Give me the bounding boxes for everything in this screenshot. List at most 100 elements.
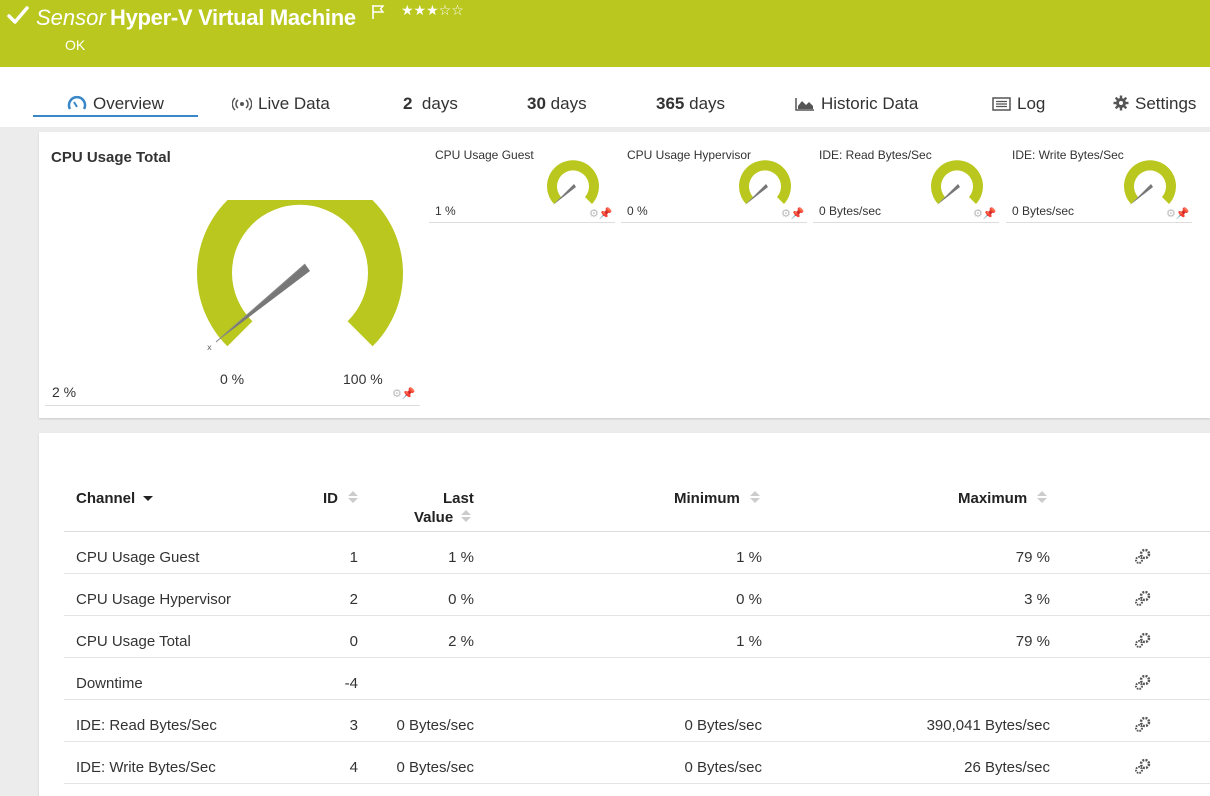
sensor-name[interactable]: Hyper-V Virtual Machine bbox=[110, 5, 356, 30]
gauge-title: IDE: Read Bytes/Sec bbox=[819, 148, 932, 162]
pin-icon[interactable]: 📌 bbox=[598, 208, 613, 220]
main-gauge-tools: ⚙📌 bbox=[392, 387, 416, 400]
table-row[interactable]: CPU Usage Total 0 2 % 1 % 79 % bbox=[64, 616, 1210, 658]
channel-maximum: 79 % bbox=[1015, 549, 1050, 566]
tab-log[interactable]: Log bbox=[992, 94, 1045, 118]
gear-icon bbox=[1113, 95, 1129, 111]
column-header-last-value-line1[interactable]: Last bbox=[443, 490, 474, 507]
sort-icon bbox=[461, 510, 472, 522]
channel-settings-gears-icon[interactable] bbox=[1134, 758, 1152, 776]
gear-icon[interactable]: ⚙ bbox=[392, 388, 402, 400]
small-gauge-dial bbox=[1124, 160, 1176, 205]
tab-2-days-number: 2 bbox=[403, 94, 413, 113]
tab-historic-data-label: Historic Data bbox=[821, 94, 919, 113]
broadcast-icon bbox=[232, 97, 252, 111]
column-header-channel-label: Channel bbox=[76, 490, 136, 507]
small-gauge-dial bbox=[739, 160, 791, 205]
column-header-last-value-label: Value bbox=[414, 509, 454, 526]
table-row[interactable]: Downtime -4 bbox=[64, 658, 1210, 700]
gear-icon[interactable]: ⚙ bbox=[973, 208, 983, 220]
channel-id: -4 bbox=[344, 675, 358, 692]
table-header-divider bbox=[64, 531, 1210, 532]
column-header-id[interactable]: ID bbox=[323, 490, 359, 507]
tab-365-days[interactable]: 365 days bbox=[656, 94, 725, 118]
gauge-cpu-usage-hypervisor[interactable]: CPU Usage Hypervisor 0 % ⚙📌 bbox=[621, 140, 807, 224]
pin-icon[interactable]: 📌 bbox=[1175, 208, 1190, 220]
channel-id: 0 bbox=[349, 633, 358, 650]
column-header-maximum[interactable]: Maximum bbox=[958, 490, 1048, 507]
tab-live-data[interactable]: Live Data bbox=[232, 94, 330, 118]
tab-live-data-label: Live Data bbox=[258, 94, 330, 113]
column-header-id-label: ID bbox=[323, 490, 338, 507]
channel-name[interactable]: CPU Usage Total bbox=[76, 633, 191, 650]
tab-log-label: Log bbox=[1017, 94, 1046, 113]
channel-settings-gears-icon[interactable] bbox=[1134, 548, 1152, 566]
channel-minimum: 0 Bytes/sec bbox=[684, 717, 762, 734]
column-header-minimum[interactable]: Minimum bbox=[674, 490, 761, 507]
small-gauge-dial bbox=[547, 160, 599, 205]
column-header-last-value[interactable]: Value bbox=[414, 509, 472, 526]
pin-icon[interactable]: 📌 bbox=[982, 208, 997, 220]
list-icon bbox=[992, 97, 1011, 111]
gauge-title: CPU Usage Hypervisor bbox=[627, 148, 752, 162]
channel-name[interactable]: CPU Usage Guest bbox=[76, 549, 200, 566]
tab-365-days-label: days bbox=[689, 94, 726, 113]
pin-icon[interactable]: 📌 bbox=[401, 388, 416, 400]
main-gauge[interactable]: x bbox=[180, 200, 420, 360]
channel-id: 2 bbox=[349, 591, 358, 608]
gauge-divider bbox=[621, 222, 807, 223]
tab-overview[interactable]: Overview bbox=[67, 94, 164, 118]
tab-historic-data[interactable]: Historic Data bbox=[795, 94, 918, 118]
area-chart-icon bbox=[795, 98, 814, 111]
channel-maximum: 26 Bytes/sec bbox=[964, 759, 1050, 776]
sort-desc-icon bbox=[143, 496, 154, 501]
channel-settings-gears-icon[interactable] bbox=[1134, 674, 1152, 692]
gear-icon[interactable]: ⚙ bbox=[589, 208, 599, 220]
channel-name[interactable]: IDE: Write Bytes/Sec bbox=[76, 759, 216, 776]
main-gauge-max-label: 100 % bbox=[343, 371, 383, 387]
main-gauge-divider bbox=[45, 405, 420, 406]
tab-overview-label: Overview bbox=[93, 94, 164, 113]
gear-icon[interactable]: ⚙ bbox=[781, 208, 791, 220]
channel-minimum: 0 % bbox=[736, 591, 762, 608]
flag-icon[interactable] bbox=[370, 4, 386, 20]
pin-icon[interactable]: 📌 bbox=[790, 208, 805, 220]
tab-settings[interactable]: Settings bbox=[1113, 94, 1196, 118]
tab-2-days[interactable]: 2 days bbox=[403, 94, 458, 118]
gauge-value: 1 % bbox=[435, 204, 456, 218]
channel-minimum: 1 % bbox=[736, 549, 762, 566]
column-header-channel[interactable]: Channel bbox=[76, 490, 154, 507]
channel-minimum: 1 % bbox=[736, 633, 762, 650]
check-icon bbox=[7, 6, 29, 24]
sort-icon bbox=[348, 491, 359, 503]
channel-name[interactable]: Downtime bbox=[76, 675, 143, 692]
gauge-ide-write-bytes[interactable]: IDE: Write Bytes/Sec 0 Bytes/sec ⚙📌 bbox=[1006, 140, 1192, 224]
tab-30-days[interactable]: 30 days bbox=[527, 94, 587, 118]
channel-name[interactable]: IDE: Read Bytes/Sec bbox=[76, 717, 217, 734]
gauge-cpu-usage-guest[interactable]: CPU Usage Guest 1 % ⚙📌 bbox=[429, 140, 615, 224]
channel-settings-gears-icon[interactable] bbox=[1134, 632, 1152, 650]
channel-last-value: 2 % bbox=[448, 633, 474, 650]
table-row[interactable]: IDE: Read Bytes/Sec 3 0 Bytes/sec 0 Byte… bbox=[64, 700, 1210, 742]
channel-settings-gears-icon[interactable] bbox=[1134, 590, 1152, 608]
gauge-ide-read-bytes[interactable]: IDE: Read Bytes/Sec 0 Bytes/sec ⚙📌 bbox=[813, 140, 999, 224]
sensor-type: Sensor bbox=[36, 5, 106, 30]
main-gauge-title: CPU Usage Total bbox=[51, 149, 171, 166]
table-row[interactable]: IDE: Write Bytes/Sec 4 0 Bytes/sec 0 Byt… bbox=[64, 742, 1210, 784]
column-header-maximum-label: Maximum bbox=[958, 490, 1028, 507]
gauge-tools: ⚙📌 bbox=[589, 207, 613, 220]
tab-settings-label: Settings bbox=[1135, 94, 1197, 113]
sort-icon bbox=[750, 491, 761, 503]
channel-maximum: 3 % bbox=[1024, 591, 1050, 608]
gear-icon[interactable]: ⚙ bbox=[1166, 208, 1176, 220]
priority-stars[interactable]: ★★★☆☆ bbox=[401, 2, 464, 18]
gauge-panel bbox=[39, 132, 1210, 418]
tab-30-days-number: 30 bbox=[527, 94, 546, 113]
channel-minimum: 0 Bytes/sec bbox=[684, 759, 762, 776]
channel-id: 4 bbox=[349, 759, 358, 776]
table-row[interactable]: CPU Usage Guest 1 1 % 1 % 79 % bbox=[64, 532, 1210, 574]
channel-last-value: 0 % bbox=[448, 591, 474, 608]
table-row[interactable]: CPU Usage Hypervisor 2 0 % 0 % 3 % bbox=[64, 574, 1210, 616]
channel-name[interactable]: CPU Usage Hypervisor bbox=[76, 591, 232, 608]
channel-settings-gears-icon[interactable] bbox=[1134, 716, 1152, 734]
